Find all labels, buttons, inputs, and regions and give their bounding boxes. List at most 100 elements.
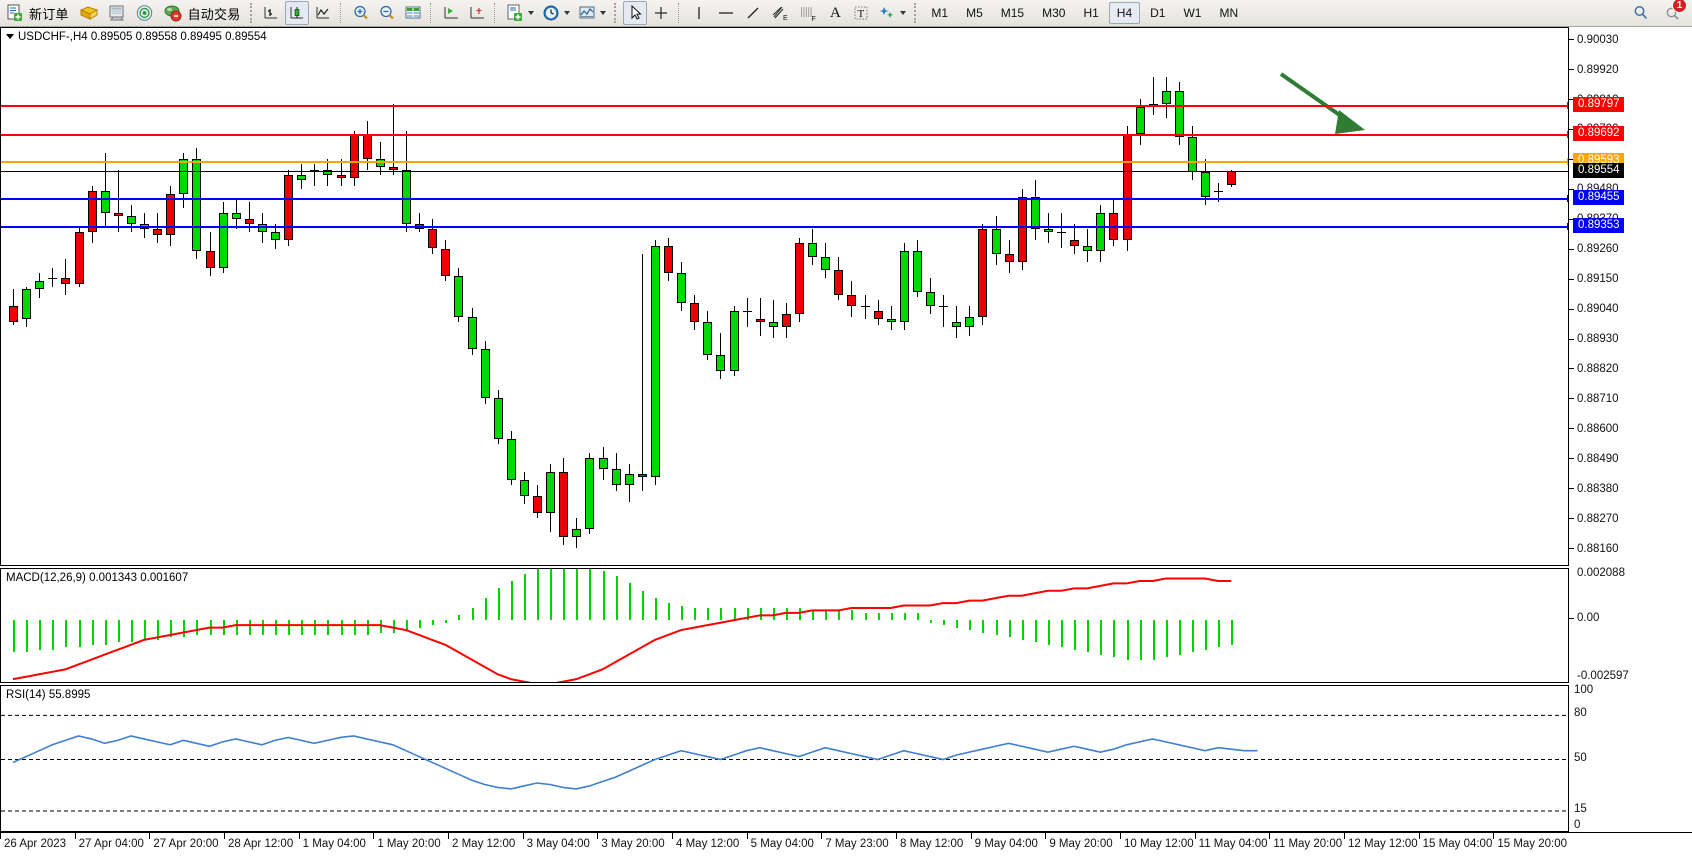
candlestick <box>742 28 752 565</box>
shapes-dropdown-caret[interactable] <box>900 11 907 15</box>
new-order-button[interactable]: 新订单 <box>3 1 74 25</box>
line-chart-button[interactable] <box>311 1 335 25</box>
vertical-line-button[interactable] <box>687 1 711 25</box>
candlestick <box>637 28 647 565</box>
price-pane[interactable]: USDCHF-,H4 0.89505 0.89558 0.89495 0.895… <box>0 27 1568 566</box>
price-tick: 0.89590 <box>1569 154 1619 165</box>
text-button[interactable]: A <box>823 1 847 25</box>
candlestick <box>886 28 896 565</box>
candlestick <box>821 28 831 565</box>
macd-histogram-bar <box>641 590 644 621</box>
indicators-button[interactable] <box>575 1 609 25</box>
rsi-layer <box>1 714 1568 812</box>
macd-histogram-bar <box>432 620 435 626</box>
data-window-button[interactable] <box>401 1 425 25</box>
candlestick <box>690 28 700 565</box>
rsi-plot <box>1 686 1568 831</box>
indicators-dropdown-caret[interactable] <box>600 11 607 15</box>
trendline-button[interactable] <box>741 1 765 25</box>
timeframe-m5-button[interactable]: M5 <box>966 6 983 20</box>
chart-area[interactable]: USDCHF-,H4 0.89505 0.89558 0.89495 0.895… <box>0 27 1692 832</box>
candlestick <box>598 28 608 565</box>
macd-histogram-bar <box>589 569 592 621</box>
macd-histogram-bar <box>288 620 291 635</box>
macd-histogram-bar <box>995 620 998 635</box>
macd-histogram-bar <box>144 620 146 640</box>
macd-histogram-bar <box>419 620 422 628</box>
zoom-out-button[interactable] <box>375 1 399 25</box>
candlestick <box>166 28 176 565</box>
candlestick <box>546 28 556 565</box>
candlestick <box>939 28 949 565</box>
time-label: 28 Apr 12:00 <box>228 838 294 850</box>
time-separator <box>896 833 897 839</box>
timeframe-m1-button[interactable]: M1 <box>931 6 949 20</box>
timeframe-h1-button[interactable]: H1 <box>1083 6 1099 20</box>
toolbar-separator-4 <box>678 3 682 23</box>
period-button[interactable] <box>539 1 573 25</box>
macd-scale[interactable]: 0.002088 0.00 -0.002597 <box>1568 567 1692 683</box>
crosshair-button[interactable] <box>649 1 673 25</box>
profile-button[interactable] <box>76 1 102 25</box>
timeframe-m15-button[interactable]: M15 <box>1000 6 1025 20</box>
macd-histogram-bar <box>39 620 42 650</box>
signals-button[interactable] <box>132 1 158 25</box>
macd-pane[interactable]: MACD(12,26,9) 0.001343 0.001607 <box>0 568 1568 683</box>
horizontal-line-button[interactable] <box>713 1 739 25</box>
candlestick <box>847 28 857 565</box>
signals-icon <box>136 5 152 21</box>
timeframe-d1-button[interactable]: D1 <box>1150 6 1166 20</box>
time-label: 4 May 12:00 <box>676 838 740 850</box>
new-chart-button[interactable] <box>503 1 537 25</box>
text-label-button[interactable]: T <box>849 1 873 25</box>
bar-chart-button[interactable] <box>259 1 283 25</box>
resistance-2-handle[interactable] <box>1567 130 1568 138</box>
support-2-handle[interactable] <box>1567 222 1568 230</box>
cursor-button[interactable] <box>623 1 648 25</box>
notification-button[interactable]: 1 <box>1661 0 1687 25</box>
macd-histogram-bar <box>327 620 330 635</box>
support-1-handle[interactable] <box>1567 195 1568 203</box>
time-label: 15 May 20:00 <box>1497 838 1568 850</box>
macd-histogram-bar <box>497 588 500 621</box>
rsi-pane[interactable]: RSI(14) 55.8995 <box>0 685 1568 832</box>
zoom-in-button[interactable] <box>349 1 373 25</box>
toolbar-grip-1[interactable] <box>250 3 255 23</box>
timeframe-mn-button[interactable]: MN <box>1219 6 1239 20</box>
terminal-button[interactable] <box>104 1 130 25</box>
toolbar-grip-2[interactable] <box>614 3 619 23</box>
chart-shift-button[interactable] <box>439 1 463 25</box>
autotrading-button[interactable]: 自动交易 <box>160 1 246 25</box>
candlestick <box>231 28 241 565</box>
shapes-button[interactable] <box>875 1 909 25</box>
candlestick <box>1227 28 1237 565</box>
candlestick <box>454 28 464 565</box>
candlestick <box>991 28 1001 565</box>
new-order-icon <box>7 4 22 21</box>
new-chart-dropdown-caret[interactable] <box>528 11 535 15</box>
timeframe-w1-button[interactable]: W1 <box>1183 6 1202 20</box>
chart-menu-caret[interactable] <box>6 34 14 40</box>
macd-histogram-bar <box>746 607 749 621</box>
search-button[interactable] <box>1629 1 1653 25</box>
candlestick-chart-button[interactable] <box>285 1 310 25</box>
time-label: 12 May 12:00 <box>1348 838 1418 850</box>
equidistant-channel-button[interactable]: F <box>795 1 821 25</box>
price-scale[interactable]: 0.90030 0.89920 0.89810 0.89700 0.89590 0.894… <box>1568 27 1692 566</box>
toolbar-grip-3[interactable] <box>914 3 919 23</box>
macd-histogram-bar <box>615 576 618 621</box>
period-dropdown-caret[interactable] <box>564 11 571 15</box>
time-axis[interactable]: 26 Apr 2023 27 Apr 04:00 27 Apr 20:00 28 Ap… <box>0 832 1692 859</box>
pivot-line-handle[interactable] <box>1567 157 1568 165</box>
candlestick <box>1188 28 1197 565</box>
macd-histogram-bar <box>550 569 553 621</box>
fibonacci-button[interactable]: E <box>767 1 793 25</box>
rsi-scale[interactable]: 100 80 50 15 0 <box>1568 684 1692 832</box>
resistance-1-handle[interactable] <box>1567 102 1568 110</box>
timeframe-m30-button[interactable]: M30 <box>1042 6 1066 20</box>
timeframe-h4-button[interactable]: H4 <box>1108 2 1141 24</box>
autoscroll-button[interactable] <box>465 1 489 25</box>
candlestick <box>677 28 687 565</box>
macd-histogram-bar <box>916 612 919 621</box>
candlestick <box>965 28 975 565</box>
